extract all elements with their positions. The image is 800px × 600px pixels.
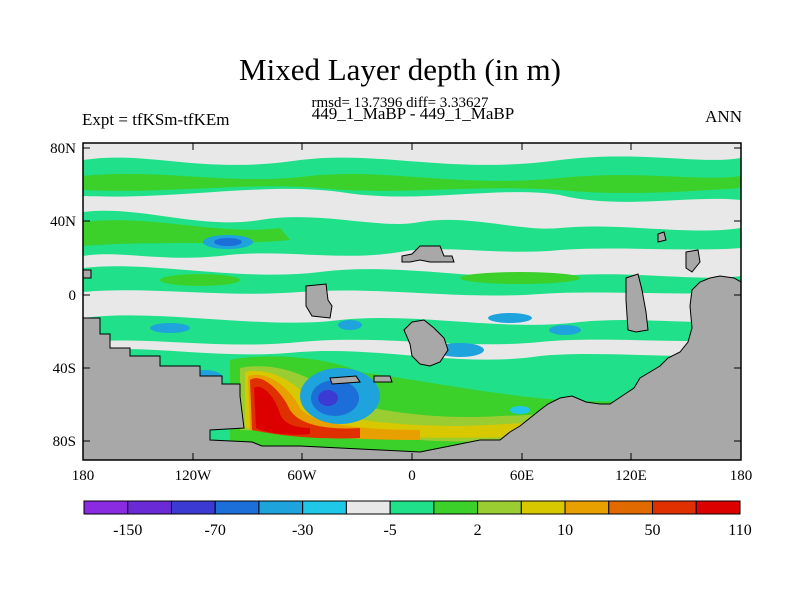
colorbar-label: 10	[557, 522, 573, 539]
north-pacific-cell-strong	[214, 238, 242, 246]
colorbar-swatch	[83, 500, 129, 515]
colorbar-swatch	[695, 500, 741, 515]
season-label: ANN	[705, 107, 742, 126]
drake-passage-dark-red	[254, 386, 310, 435]
colorbar-swatch	[564, 500, 610, 515]
tropic-neg-cell-5	[338, 320, 362, 330]
y-tick-label: 40N	[50, 214, 76, 230]
indian-ocean-cell	[510, 406, 530, 414]
colorbar-swatch	[433, 500, 479, 515]
colorbar-swatch	[258, 500, 304, 515]
colorbar-swatch	[608, 500, 654, 515]
asia-island-3	[657, 231, 667, 243]
south-atlantic-neg-core	[318, 390, 338, 406]
colorbar-label: -150	[113, 522, 142, 539]
plot-title: Mixed Layer depth (in m)	[239, 52, 561, 87]
y-tick-labels: 80N 40N 0 40S 80S	[50, 141, 76, 450]
africa-north-land	[401, 245, 455, 263]
asia-island-1	[625, 273, 649, 333]
atlantic-island	[305, 283, 333, 319]
colorbar-swatch	[302, 500, 347, 515]
land-masks	[82, 231, 742, 461]
colorbar	[83, 500, 741, 515]
x-tick-label: 120E	[615, 468, 647, 484]
x-tick-labels: 180 120W 60W 0 60E 120E 180	[72, 468, 753, 484]
colorbar-label: -5	[383, 522, 396, 539]
tropic-neg-cell-4	[549, 325, 581, 335]
colorbar-label: -70	[205, 522, 226, 539]
y-tick-label: 80S	[53, 434, 76, 450]
tropic-neg-cell-3	[436, 343, 484, 357]
colorbar-label: 50	[645, 522, 661, 539]
arctic-band-strong	[83, 173, 741, 194]
x-tick-label: 120W	[175, 468, 213, 484]
x-tick-label: 60W	[287, 468, 317, 484]
tropic-cell-1	[160, 274, 240, 286]
south-america-antarctic-land	[82, 275, 742, 461]
colorbar-label: 2	[474, 522, 482, 539]
x-tick-marks	[82, 143, 742, 460]
colorbar-label: -30	[292, 522, 313, 539]
tropic-cell-2	[460, 272, 580, 284]
x-tick-label: 0	[408, 468, 416, 484]
experiment-label: Expt = tfKSm-tfKEm	[82, 110, 230, 129]
tropic-north-band	[83, 266, 741, 296]
y-tick-label: 80N	[50, 141, 76, 157]
colorbar-swatch	[127, 500, 172, 515]
island-west	[82, 269, 92, 279]
case-label: 449_1_MaBP - 449_1_MaBP	[311, 104, 515, 123]
colorbar-swatch	[214, 500, 260, 515]
asia-island-2	[685, 249, 701, 273]
colorbar-swatch	[389, 500, 435, 515]
africa-land	[403, 319, 449, 367]
y-tick-marks	[83, 147, 741, 442]
tropic-neg-cell-1	[150, 323, 190, 333]
x-tick-label: 60E	[510, 468, 534, 484]
colorbar-swatch	[477, 500, 522, 515]
antarctic-peninsula-island	[329, 375, 361, 385]
x-tick-label: 180	[730, 468, 753, 484]
y-tick-label: 40S	[53, 361, 76, 377]
colorbar-swatch	[345, 500, 391, 515]
tropic-neg-cell-2	[488, 313, 532, 323]
colorbar-swatch	[520, 500, 566, 515]
y-tick-label: 0	[69, 288, 77, 304]
south-atlantic-island	[373, 375, 393, 383]
colorbar-swatch	[652, 500, 697, 515]
colorbar-swatch	[170, 500, 216, 515]
rmsd-diff-subtitle: rmsd= 13.7396 diff= 3.33627	[311, 95, 489, 111]
x-tick-label: 180	[72, 468, 95, 484]
colorbar-label: 110	[728, 522, 751, 539]
colorbar-labels: -150 -70 -30 -5 2 10 50 110	[113, 522, 752, 539]
